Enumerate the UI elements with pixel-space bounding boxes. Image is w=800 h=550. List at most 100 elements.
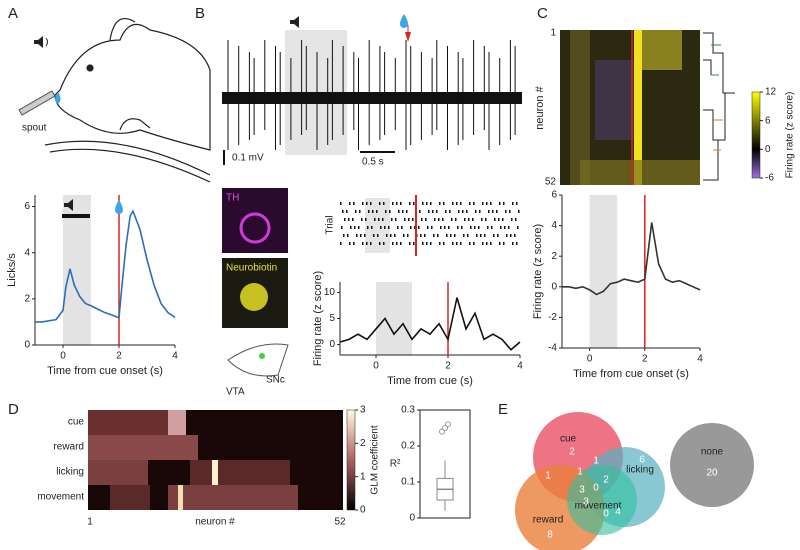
raster-tick [385, 210, 387, 213]
y-tick-label: 0 [409, 513, 415, 524]
raster-tick [341, 226, 343, 229]
y-tick-label: 10 [324, 287, 336, 298]
raster-tick [506, 234, 508, 237]
x-tick-label: 52 [334, 517, 346, 528]
row-label: licking [56, 467, 84, 478]
raster-tick [451, 218, 453, 221]
raster-tick [458, 210, 460, 213]
raster-tick [396, 202, 398, 205]
count: 3 [579, 485, 585, 496]
raster-tick [496, 210, 498, 213]
raster-tick [469, 242, 471, 245]
raster-tick [354, 226, 356, 229]
raster-tick [352, 218, 354, 221]
scale-label: 0.5 s [362, 157, 384, 168]
rat-sketch [44, 18, 211, 183]
raster-tick [386, 234, 388, 237]
y-axis-label: Firing rate (z score) [312, 271, 324, 366]
raster-tick [346, 210, 348, 213]
y-tick-label: 4 [551, 220, 557, 231]
raster-tick [365, 218, 367, 221]
raster-tick [384, 226, 386, 229]
x-tick-label: 2 [445, 361, 451, 372]
raster-tick [504, 226, 506, 229]
cell [240, 283, 268, 311]
raster-tick [431, 226, 433, 229]
raster-tick [490, 242, 492, 245]
raster-tick [485, 218, 487, 221]
x-tick-label: 0 [587, 354, 593, 365]
count: 1 [577, 467, 583, 478]
raster-tick [376, 210, 378, 213]
raster-tick [469, 202, 471, 205]
raster-tick [390, 234, 392, 237]
raster-tick [457, 226, 459, 229]
raster-tick [403, 234, 405, 237]
raster-tick [479, 210, 481, 213]
cue-bar [62, 214, 90, 218]
raster-tick [342, 210, 344, 213]
raster-tick [392, 242, 394, 245]
raster-tick [445, 210, 447, 213]
raster-tick [350, 226, 352, 229]
raster-tick [464, 218, 466, 221]
raster-tick [343, 234, 345, 237]
raster-tick [406, 210, 408, 213]
raster-tick [488, 210, 490, 213]
y-tick-label: 0 [24, 340, 30, 351]
raster-tick [396, 242, 398, 245]
x-axis-label: Time from cue onset (s) [47, 365, 163, 377]
outlier [442, 425, 448, 431]
raster-tick [499, 242, 501, 245]
count: 2 [569, 447, 575, 458]
set-label: movement [575, 501, 622, 512]
raster-tick [413, 242, 415, 245]
y-tick-label: -2 [548, 312, 557, 323]
scale-label: 0.1 mV [232, 153, 264, 164]
raster-tick [472, 218, 474, 221]
x-tick-label: 0 [373, 361, 379, 372]
y-axis-label: neuron # [534, 85, 546, 129]
raster-tick [370, 202, 372, 205]
raster-tick [409, 202, 411, 205]
y-tick-label: 4 [24, 247, 30, 258]
raster-tick [503, 242, 505, 245]
speaker-icon [64, 199, 73, 211]
raster-tick [422, 242, 424, 245]
y-tick-label: 6 [551, 190, 557, 201]
raster-tick [355, 210, 357, 213]
raster-tick [430, 202, 432, 205]
raster-tick [430, 242, 432, 245]
raster-tick [439, 202, 441, 205]
y-tick-label: 2 [24, 293, 30, 304]
y-tick-label: 2 [551, 251, 557, 262]
raster-tick [353, 202, 355, 205]
raster-tick [454, 234, 456, 237]
y-tick-label: 0.3 [401, 405, 415, 416]
brain-sketch [227, 343, 289, 377]
raster-tick [491, 226, 493, 229]
raster-tick [481, 218, 483, 221]
raster-tick [468, 218, 470, 221]
raster-tick [484, 234, 486, 237]
x-tick-label: 1 [87, 517, 93, 528]
y-tick-label: 0 [329, 339, 335, 350]
y-tick-label: 0 [551, 281, 557, 292]
line [339, 297, 521, 351]
raster-tick [347, 234, 349, 237]
raster-tick [380, 226, 382, 229]
raster-tick [356, 234, 358, 237]
count: 0 [593, 483, 599, 494]
raster-tick [438, 218, 440, 221]
raster-tick [511, 218, 513, 221]
outlier [445, 421, 451, 428]
colorbar-label: Firing rate (z score) [785, 92, 796, 179]
y-tick-label: 0.1 [401, 477, 415, 488]
raster-tick [509, 210, 511, 213]
stain-label: Neurobiotin [226, 263, 277, 274]
raster-tick [433, 234, 435, 237]
outlier [439, 428, 445, 435]
label: VTA [226, 387, 245, 398]
raster-tick [395, 218, 397, 221]
